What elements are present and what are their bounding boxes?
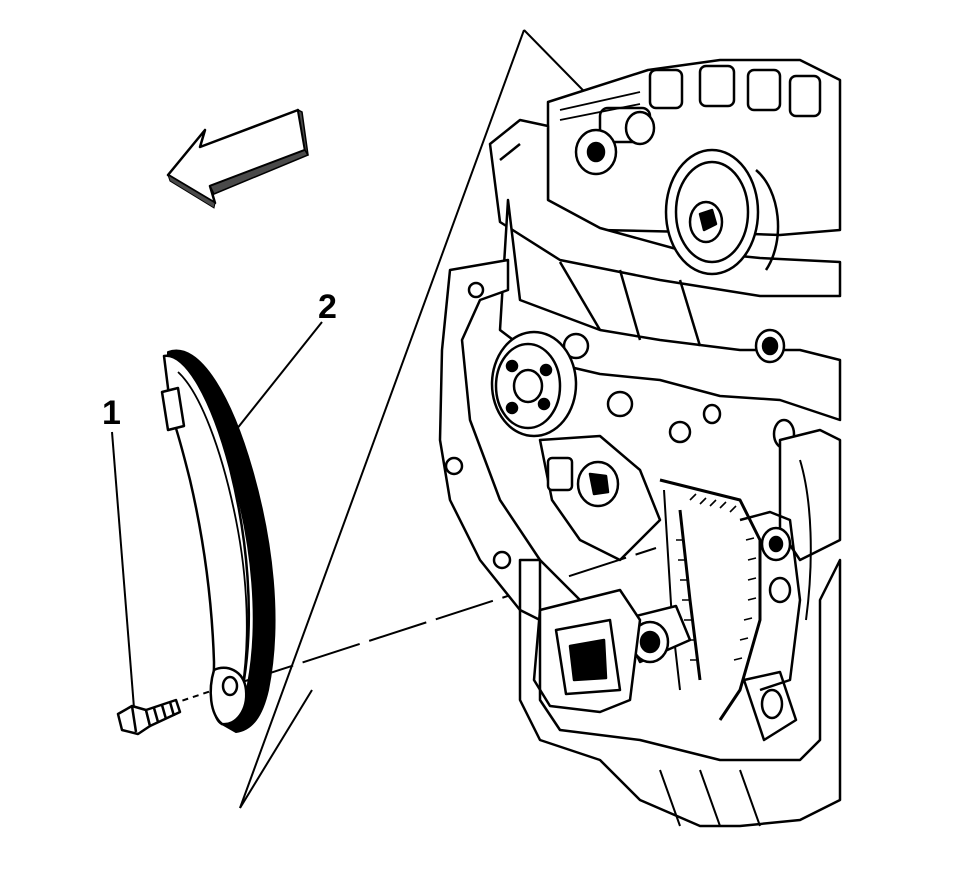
front-direction-arrow-icon (166, 108, 310, 209)
bolt (116, 698, 182, 736)
chain-guide-bolt-hole (221, 675, 239, 697)
oil-pump-housing (532, 588, 642, 714)
chain-guide (160, 349, 276, 733)
callout-2-label: 2 (318, 288, 337, 326)
bolt-alignment-line (235, 547, 657, 685)
camshaft-sprocket (664, 148, 780, 276)
timing-chain (659, 478, 762, 721)
engine-front-assembly (438, 58, 842, 828)
idler-sprocket (490, 330, 578, 438)
leader-line-2 (235, 321, 323, 431)
view-lines (171, 29, 657, 809)
callout-1-label: 1 (102, 394, 121, 432)
leader-lines (111, 321, 323, 709)
leader-line-1 (111, 431, 135, 709)
camshaft-area (546, 58, 842, 237)
